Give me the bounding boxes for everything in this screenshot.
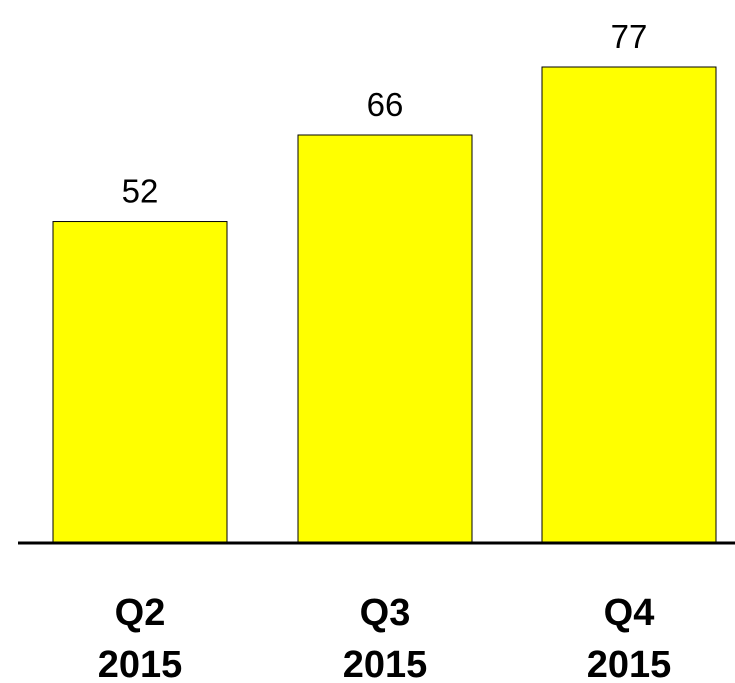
bar-q3 bbox=[297, 134, 473, 544]
category-label: 2015 bbox=[587, 644, 672, 683]
category-label: Q3 bbox=[360, 592, 411, 634]
category-label: Q4 bbox=[604, 592, 655, 634]
category-label: 2015 bbox=[343, 644, 428, 683]
data-label: 77 bbox=[611, 18, 648, 55]
data-label: 52 bbox=[122, 173, 159, 210]
category-label: 2015 bbox=[98, 644, 183, 683]
bar-q2 bbox=[52, 221, 228, 544]
category-labels-group: Q2 2015 Q3 2015 Q4 2015 bbox=[98, 592, 672, 683]
value-labels-group: 52 66 77 bbox=[122, 18, 648, 210]
bars-group bbox=[52, 66, 717, 544]
bar-q4 bbox=[541, 66, 717, 544]
category-label: Q2 bbox=[115, 592, 166, 634]
data-label: 66 bbox=[367, 86, 404, 123]
